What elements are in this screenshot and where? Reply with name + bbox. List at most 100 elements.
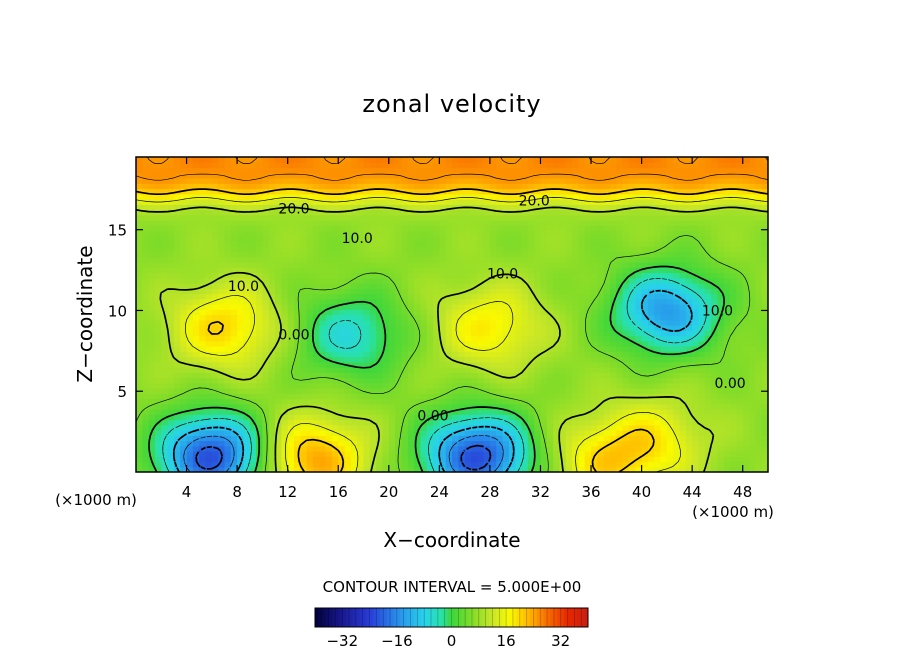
heat-cell — [711, 361, 719, 368]
heat-cell — [401, 230, 409, 237]
heat-cell — [641, 283, 649, 289]
heat-cell — [723, 398, 731, 405]
heat-cell — [761, 325, 768, 331]
heat-cell — [584, 361, 592, 368]
heat-cell — [584, 356, 592, 363]
heat-cell — [281, 262, 289, 268]
heat-cell — [281, 330, 289, 337]
heat-cell — [281, 235, 289, 242]
heat-cell — [489, 272, 497, 279]
heat-cell — [692, 430, 700, 436]
heat-cell — [489, 293, 497, 300]
heat-cell — [205, 361, 213, 368]
heat-cell — [572, 356, 579, 363]
heat-cell — [154, 361, 162, 368]
heat-cell — [173, 398, 181, 405]
heat-cell — [647, 398, 655, 405]
heat-cell — [711, 466, 719, 472]
heat-cell — [199, 314, 207, 321]
heat-cell — [268, 283, 276, 289]
heat-cell — [243, 440, 251, 447]
heat-cell — [692, 241, 700, 247]
heat-cell — [477, 461, 485, 468]
heat-cell — [534, 319, 542, 326]
heat-cell — [338, 304, 346, 310]
heat-cell — [338, 445, 346, 452]
heat-cell — [723, 388, 731, 394]
heat-cell — [622, 435, 630, 442]
heat-cell — [464, 309, 472, 316]
heat-cell — [325, 466, 333, 472]
heat-cell — [401, 272, 409, 279]
heat-cell — [673, 340, 681, 347]
heat-cell — [414, 335, 421, 342]
heat-cell — [546, 451, 554, 457]
heat-cell — [515, 230, 523, 237]
heat-cell — [673, 246, 681, 253]
heat-cell — [749, 314, 756, 321]
heat-cell — [173, 414, 181, 421]
heat-cell — [603, 272, 611, 279]
heat-cell — [154, 398, 162, 405]
heat-cell — [414, 319, 421, 326]
heat-cell — [350, 372, 358, 379]
heat-cell — [136, 319, 143, 326]
heat-cell — [742, 214, 750, 221]
heat-cell — [654, 367, 662, 373]
heat-cell — [755, 256, 763, 263]
heat-cell — [711, 393, 719, 400]
heat-cell — [673, 235, 681, 242]
heat-cell — [161, 246, 169, 253]
heat-cell — [483, 209, 491, 216]
heat-cell — [546, 372, 554, 379]
heat-cell — [167, 340, 175, 347]
heat-cell — [344, 230, 352, 237]
heat-cell — [294, 325, 301, 331]
heat-cell — [230, 288, 238, 295]
heat-cell — [414, 351, 421, 358]
heat-cell — [445, 377, 453, 384]
heat-cell — [331, 298, 339, 305]
heat-cell — [300, 367, 308, 373]
heat-cell — [546, 235, 554, 242]
heat-cell — [287, 241, 295, 247]
heat-cell — [622, 272, 630, 279]
heat-cell — [243, 272, 251, 279]
heat-cell — [287, 382, 295, 389]
heat-cell — [527, 298, 535, 305]
heat-cell — [338, 419, 346, 426]
heat-cell — [306, 372, 314, 379]
heat-cell — [559, 440, 567, 447]
heat-cell — [553, 430, 561, 436]
heat-cell — [395, 419, 403, 426]
heat-cell — [679, 283, 687, 289]
heat-cell — [199, 351, 207, 358]
heat-cell — [300, 235, 308, 242]
heat-cell — [306, 262, 314, 268]
heat-cell — [628, 466, 636, 472]
heat-cell — [565, 382, 573, 389]
heat-cell — [730, 424, 737, 431]
heat-cell — [534, 209, 542, 216]
heat-cell — [420, 230, 428, 237]
heat-cell — [445, 356, 453, 363]
heat-cell — [622, 456, 630, 463]
heat-cell — [540, 430, 548, 436]
heat-cell — [704, 440, 712, 447]
heat-cell — [610, 256, 617, 263]
heat-cell — [256, 293, 263, 300]
heat-cell — [287, 230, 295, 237]
heat-cell — [154, 214, 162, 221]
heat-cell — [654, 209, 662, 216]
heat-cell — [635, 225, 643, 232]
heat-cell — [154, 256, 162, 263]
heat-cell — [546, 267, 554, 274]
heat-cell — [268, 403, 276, 410]
heat-cell — [369, 440, 377, 447]
heat-cell — [338, 367, 346, 373]
heat-cell — [711, 388, 719, 394]
heat-cell — [186, 451, 194, 457]
heat-cell — [268, 220, 276, 226]
heat-cell — [572, 351, 579, 358]
heat-cell — [243, 214, 251, 221]
